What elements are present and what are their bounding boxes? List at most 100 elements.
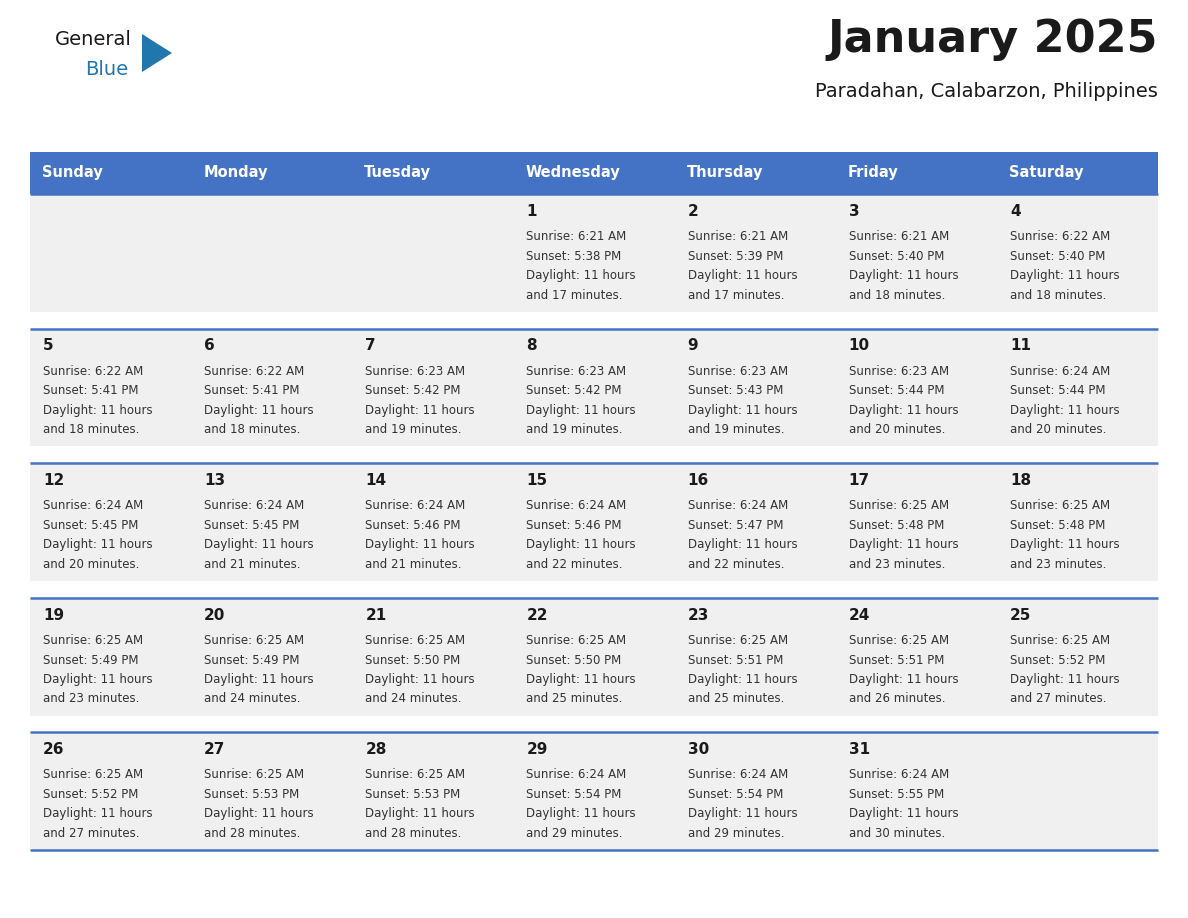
Text: Sunrise: 6:21 AM: Sunrise: 6:21 AM (848, 230, 949, 243)
Text: Daylight: 11 hours: Daylight: 11 hours (43, 539, 152, 552)
Text: Daylight: 11 hours: Daylight: 11 hours (365, 808, 475, 821)
Text: 8: 8 (526, 339, 537, 353)
Text: and 19 minutes.: and 19 minutes. (526, 423, 623, 436)
Text: and 25 minutes.: and 25 minutes. (526, 692, 623, 706)
Text: Daylight: 11 hours: Daylight: 11 hours (365, 539, 475, 552)
Text: Sunrise: 6:25 AM: Sunrise: 6:25 AM (365, 634, 466, 647)
Text: and 27 minutes.: and 27 minutes. (1010, 692, 1106, 706)
Text: Friday: Friday (848, 165, 898, 181)
Text: Daylight: 11 hours: Daylight: 11 hours (848, 673, 959, 686)
Text: and 28 minutes.: and 28 minutes. (204, 827, 301, 840)
Text: and 25 minutes.: and 25 minutes. (688, 692, 784, 706)
Text: Daylight: 11 hours: Daylight: 11 hours (1010, 539, 1119, 552)
Text: Daylight: 11 hours: Daylight: 11 hours (204, 808, 314, 821)
Text: Monday: Monday (203, 165, 267, 181)
Text: Daylight: 11 hours: Daylight: 11 hours (848, 270, 959, 283)
Text: Sunset: 5:41 PM: Sunset: 5:41 PM (43, 385, 139, 397)
Text: and 18 minutes.: and 18 minutes. (204, 423, 301, 436)
Text: Daylight: 11 hours: Daylight: 11 hours (1010, 270, 1119, 283)
Text: Daylight: 11 hours: Daylight: 11 hours (688, 673, 797, 686)
Text: Daylight: 11 hours: Daylight: 11 hours (526, 808, 636, 821)
Bar (30, 152, 1158, 194)
Text: Sunset: 5:45 PM: Sunset: 5:45 PM (43, 519, 138, 532)
Text: 20: 20 (204, 608, 226, 622)
Text: Sunset: 5:52 PM: Sunset: 5:52 PM (43, 788, 138, 801)
Text: 4: 4 (1010, 204, 1020, 219)
Text: Sunset: 5:48 PM: Sunset: 5:48 PM (848, 519, 944, 532)
Text: Daylight: 11 hours: Daylight: 11 hours (43, 404, 152, 417)
Text: 28: 28 (365, 742, 386, 757)
Text: Sunrise: 6:21 AM: Sunrise: 6:21 AM (688, 230, 788, 243)
Text: Sunrise: 6:24 AM: Sunrise: 6:24 AM (204, 499, 304, 512)
Text: Sunrise: 6:21 AM: Sunrise: 6:21 AM (526, 230, 627, 243)
Bar (30, 732, 1158, 850)
Text: and 20 minutes.: and 20 minutes. (43, 558, 139, 571)
Text: and 28 minutes.: and 28 minutes. (365, 827, 462, 840)
Text: Thursday: Thursday (687, 165, 763, 181)
Text: 17: 17 (848, 473, 870, 488)
Text: Sunset: 5:50 PM: Sunset: 5:50 PM (365, 654, 461, 666)
Text: and 29 minutes.: and 29 minutes. (688, 827, 784, 840)
Text: Daylight: 11 hours: Daylight: 11 hours (526, 539, 636, 552)
Text: 1: 1 (526, 204, 537, 219)
Text: and 17 minutes.: and 17 minutes. (688, 289, 784, 302)
Text: 27: 27 (204, 742, 226, 757)
Text: 24: 24 (848, 608, 870, 622)
Text: Sunset: 5:55 PM: Sunset: 5:55 PM (848, 788, 944, 801)
Text: Sunrise: 6:24 AM: Sunrise: 6:24 AM (526, 768, 627, 781)
Text: Sunset: 5:42 PM: Sunset: 5:42 PM (526, 385, 623, 397)
Text: and 30 minutes.: and 30 minutes. (848, 827, 944, 840)
Text: Sunset: 5:44 PM: Sunset: 5:44 PM (1010, 385, 1105, 397)
Text: 9: 9 (688, 339, 699, 353)
Text: Sunrise: 6:24 AM: Sunrise: 6:24 AM (848, 768, 949, 781)
Text: Saturday: Saturday (1009, 165, 1083, 181)
Text: Sunrise: 6:25 AM: Sunrise: 6:25 AM (526, 634, 626, 647)
Text: 11: 11 (1010, 339, 1031, 353)
Text: 22: 22 (526, 608, 548, 622)
Text: Sunset: 5:40 PM: Sunset: 5:40 PM (848, 250, 944, 263)
Text: Sunset: 5:49 PM: Sunset: 5:49 PM (43, 654, 139, 666)
Text: Sunrise: 6:24 AM: Sunrise: 6:24 AM (1010, 365, 1110, 378)
Text: and 23 minutes.: and 23 minutes. (43, 692, 139, 706)
Bar (30, 194, 1158, 312)
Text: 3: 3 (848, 204, 859, 219)
Text: and 23 minutes.: and 23 minutes. (1010, 558, 1106, 571)
Polygon shape (143, 34, 172, 72)
Text: Sunrise: 6:25 AM: Sunrise: 6:25 AM (204, 634, 304, 647)
Text: and 24 minutes.: and 24 minutes. (204, 692, 301, 706)
Text: Daylight: 11 hours: Daylight: 11 hours (1010, 404, 1119, 417)
Text: and 21 minutes.: and 21 minutes. (204, 558, 301, 571)
Text: Sunset: 5:39 PM: Sunset: 5:39 PM (688, 250, 783, 263)
Text: and 29 minutes.: and 29 minutes. (526, 827, 623, 840)
Bar (30, 329, 1158, 446)
Text: 10: 10 (848, 339, 870, 353)
Text: Sunday: Sunday (42, 165, 102, 181)
Text: Sunset: 5:47 PM: Sunset: 5:47 PM (688, 519, 783, 532)
Text: Sunrise: 6:25 AM: Sunrise: 6:25 AM (848, 634, 949, 647)
Text: Sunset: 5:42 PM: Sunset: 5:42 PM (365, 385, 461, 397)
Text: Sunrise: 6:25 AM: Sunrise: 6:25 AM (43, 634, 143, 647)
Text: and 23 minutes.: and 23 minutes. (848, 558, 946, 571)
Text: Sunset: 5:48 PM: Sunset: 5:48 PM (1010, 519, 1105, 532)
Text: Daylight: 11 hours: Daylight: 11 hours (848, 808, 959, 821)
Text: Daylight: 11 hours: Daylight: 11 hours (526, 270, 636, 283)
Text: Sunrise: 6:24 AM: Sunrise: 6:24 AM (43, 499, 144, 512)
Text: 14: 14 (365, 473, 386, 488)
Text: Sunrise: 6:24 AM: Sunrise: 6:24 AM (688, 499, 788, 512)
Text: Sunrise: 6:25 AM: Sunrise: 6:25 AM (848, 499, 949, 512)
Text: Sunset: 5:45 PM: Sunset: 5:45 PM (204, 519, 299, 532)
Text: Sunrise: 6:22 AM: Sunrise: 6:22 AM (1010, 230, 1110, 243)
Text: 16: 16 (688, 473, 709, 488)
Text: Daylight: 11 hours: Daylight: 11 hours (688, 808, 797, 821)
Text: Daylight: 11 hours: Daylight: 11 hours (688, 539, 797, 552)
Text: Sunrise: 6:25 AM: Sunrise: 6:25 AM (204, 768, 304, 781)
Text: Blue: Blue (86, 60, 128, 79)
Bar (30, 598, 1158, 715)
Text: Sunset: 5:43 PM: Sunset: 5:43 PM (688, 385, 783, 397)
Text: 12: 12 (43, 473, 64, 488)
Text: 19: 19 (43, 608, 64, 622)
Text: Daylight: 11 hours: Daylight: 11 hours (365, 673, 475, 686)
Text: Sunrise: 6:25 AM: Sunrise: 6:25 AM (1010, 499, 1110, 512)
Text: 15: 15 (526, 473, 548, 488)
Text: Sunrise: 6:23 AM: Sunrise: 6:23 AM (365, 365, 466, 378)
